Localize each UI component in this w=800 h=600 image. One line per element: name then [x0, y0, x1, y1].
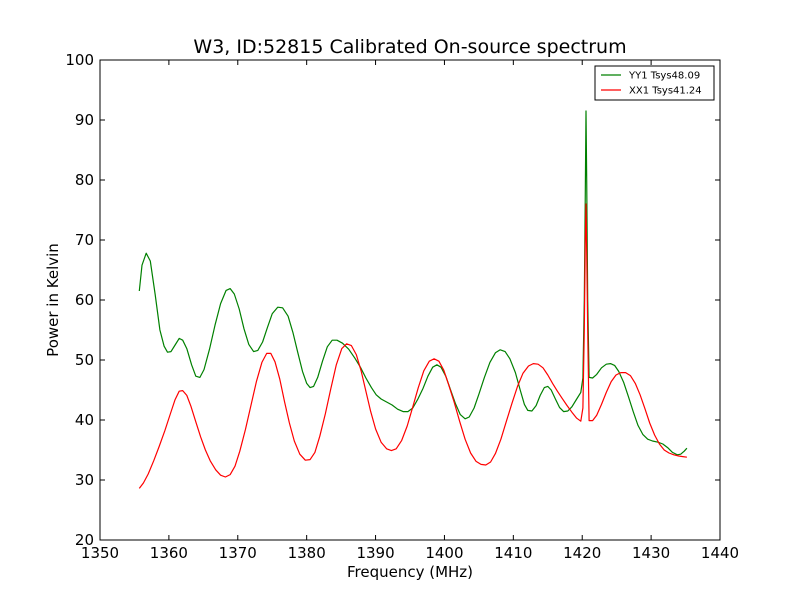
- y-tick-label: 60: [75, 291, 94, 309]
- x-tick-label: 1440: [701, 544, 739, 562]
- legend-label-yy1: YY1 Tsys48.09: [628, 71, 700, 82]
- series-line-yy1: [138, 110, 688, 456]
- x-tick-label: 1390: [356, 544, 394, 562]
- y-axis-label: Power in Kelvin: [44, 243, 62, 357]
- x-tick-label: 1410: [494, 544, 532, 562]
- chart-title: W3, ID:52815 Calibrated On-source spectr…: [193, 36, 626, 58]
- x-tick-label: 1380: [288, 544, 326, 562]
- x-tick-label: 1360: [150, 544, 188, 562]
- y-tick-label: 100: [65, 51, 94, 69]
- x-tick-label: 1370: [219, 544, 257, 562]
- legend-label-xx1: XX1 Tsys41.24: [629, 86, 702, 97]
- y-tick-label: 90: [75, 111, 94, 129]
- x-tick-label: 1350: [81, 544, 119, 562]
- legend-box: [594, 65, 715, 101]
- y-tick-label: 80: [75, 171, 94, 189]
- y-tick-label: 30: [75, 471, 94, 489]
- y-tick-label: 70: [75, 231, 94, 249]
- y-axis-ticks: 20 30 40 50 60 70 80 90 100: [65, 51, 720, 549]
- series-layer: [138, 110, 688, 489]
- plot-area: [100, 60, 720, 540]
- y-tick-label: 40: [75, 411, 94, 429]
- x-axis-ticks: 1350 1360 1370 1380 1390 1400 1410 1420 1430 1440: [81, 60, 739, 562]
- legend: YY1 Tsys48.09 XX1 Tsys41.24: [594, 65, 715, 101]
- x-axis-label: Frequency (MHz): [347, 563, 473, 581]
- y-tick-label: 50: [75, 351, 94, 369]
- x-tick-label: 1420: [563, 544, 601, 562]
- y-tick-label: 20: [75, 531, 94, 549]
- series-line-xx1: [138, 203, 687, 489]
- x-tick-label: 1400: [425, 544, 463, 562]
- x-tick-label: 1430: [632, 544, 670, 562]
